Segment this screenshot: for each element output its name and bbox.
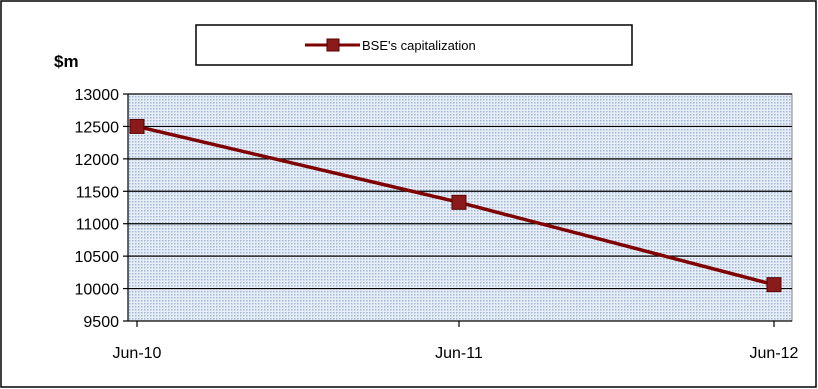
series-group bbox=[129, 118, 782, 293]
data-point-marker bbox=[129, 118, 145, 134]
y-ticks: 9500 10000 10500 11000 11500 12000 12500 13000 bbox=[75, 87, 128, 331]
data-point-marker bbox=[766, 277, 782, 293]
y-tick-label: 10000 bbox=[75, 282, 120, 299]
y-tick-label: 9500 bbox=[83, 314, 119, 331]
legend-box bbox=[195, 24, 633, 66]
y-tick-label: 13000 bbox=[75, 87, 120, 104]
y-tick-label: 11000 bbox=[76, 217, 119, 234]
x-tick-label: Jun-11 bbox=[435, 345, 483, 362]
x-tick-label: Jun-10 bbox=[113, 345, 162, 362]
legend: BSE's capitalization bbox=[195, 24, 633, 66]
x-ticks: Jun-10 Jun-11 Jun-12 bbox=[113, 321, 799, 362]
y-tick-label: 12000 bbox=[75, 152, 120, 169]
y-tick-label: 11500 bbox=[76, 184, 119, 201]
legend-label: BSE's capitalization bbox=[362, 38, 476, 53]
x-tick-label: Jun-12 bbox=[750, 345, 799, 362]
y-tick-label: 10500 bbox=[75, 249, 120, 266]
legend-marker-swatch bbox=[326, 38, 340, 52]
data-point-marker bbox=[451, 194, 467, 210]
y-tick-label: 12500 bbox=[75, 119, 120, 136]
y-axis-label: $m bbox=[54, 52, 79, 71]
gridlines bbox=[128, 93, 792, 290]
